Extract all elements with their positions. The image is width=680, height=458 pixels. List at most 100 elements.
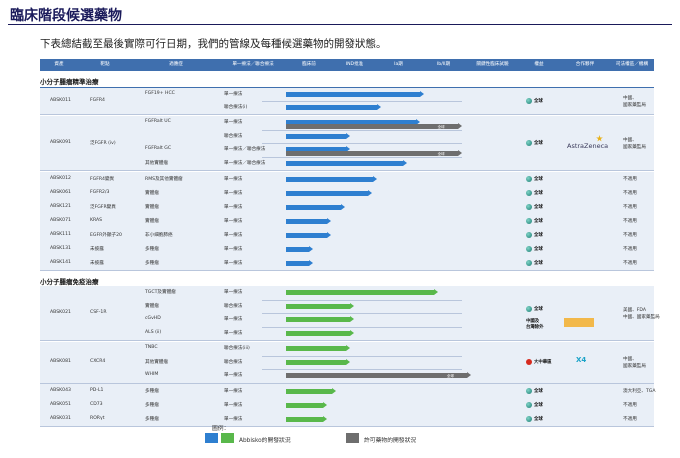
table-row-group: ABSK121 泛FGFR變異 實體瘤 單一療法 全球 不適用: [40, 200, 654, 215]
therapy: 單一療法: [224, 120, 243, 126]
rights-label: 全球: [534, 247, 543, 252]
therapy: 單一療法: [224, 232, 243, 238]
progress-bar: [286, 119, 420, 126]
therapy: 單一療法: [224, 92, 243, 97]
rights-label: 大中華區: [534, 360, 552, 366]
progress-bar: [286, 245, 313, 252]
globe-icon: [526, 260, 532, 266]
header-cell: 關鍵性臨床試驗: [476, 62, 509, 67]
asset-name: ABSK121: [50, 204, 71, 209]
therapy: 單一療法: [224, 388, 243, 394]
indication: 實體瘤: [145, 204, 159, 210]
progress-bar: [286, 189, 372, 196]
row-divider: [262, 355, 462, 357]
header-cell: 靶點: [100, 62, 110, 67]
table-row-group: ABSK043 PD-L1 多種瘤 單一療法 全球 澳大利亞、TGA: [40, 384, 655, 399]
globe-icon: [526, 218, 532, 224]
table-row-group: ABSK012 FGFR4變異 RMS及其他實體瘤 單一療法 全球 不適用: [40, 172, 654, 187]
astrazeneca-logo-icon: [596, 135, 603, 142]
indication: cGvHD: [145, 316, 161, 322]
rights-label: 全球: [534, 307, 543, 312]
target-name: FGFR2/3: [90, 190, 110, 195]
bar-label: 全球: [447, 373, 454, 378]
therapy: 單一療法: [224, 402, 243, 408]
table-row-group: ABSK051 CD73 多種瘤 單一療法 全球 不適用: [40, 398, 654, 413]
table-header: 資產 靶點 適應症 單一療法／聯合療法 臨床前 IND批准 Ia期 Ib/II期 關鍵性臨床試驗…: [40, 59, 654, 71]
rights-label: 全球: [534, 417, 543, 422]
therapy: 單一療法: [224, 290, 243, 296]
asset-name: ABSK071: [50, 218, 71, 223]
row-divider: [262, 313, 462, 314]
jurisdiction: 不適用: [623, 417, 637, 422]
target-name: CXCR4: [90, 359, 106, 365]
bar-label: 全球: [437, 124, 445, 129]
licensed-progress-bar: [286, 123, 462, 130]
target-name: 泛FGFR (iv): [90, 141, 116, 146]
jurisdiction: 不適用: [623, 233, 637, 238]
therapy: 單一療法: [224, 246, 243, 252]
progress-bar: [286, 329, 354, 336]
table-row-group: ABSK021 CSF-1R TGCT及實體瘤 單一療法 實體瘤 聯合療法 cGvHD 單一療…: [40, 286, 660, 341]
rights-label: 全球: [534, 191, 543, 196]
globe-icon: [526, 204, 532, 210]
rights-label: 全球: [534, 403, 543, 408]
row-divider: [262, 101, 462, 102]
target-name: KRAS: [90, 218, 103, 223]
table-row-group: ABSK091 泛FGFR (iv) FGFRalt UC 單一療法 全球 聯合療法 FGF…: [40, 116, 654, 171]
jurisdiction: 中國、: [623, 356, 637, 362]
indication: FGFRalt GC: [145, 146, 172, 152]
jurisdiction: 不適用: [623, 261, 637, 266]
jurisdiction: 不適用: [623, 403, 637, 408]
partner-logo: [564, 318, 594, 327]
rights-label: 全球: [534, 99, 543, 104]
row-divider: [262, 129, 462, 131]
partner-x4: X4: [576, 356, 587, 365]
target-name: CSF-1R: [90, 310, 107, 315]
title-underline: [8, 24, 672, 25]
row-divider: [262, 156, 462, 158]
header-cell: 資產: [54, 62, 64, 67]
progress-bar: [286, 345, 349, 352]
licensed-progress-bar: [286, 150, 462, 157]
target-name: 未披露: [90, 261, 104, 266]
indication: 非小細胞肺癌: [145, 232, 173, 238]
therapy: 聯合療法: [224, 303, 243, 309]
rights-label: 全球: [534, 261, 543, 266]
indication: 實體瘤: [145, 303, 159, 309]
therapy: 聯合療法: [224, 133, 243, 139]
globe-icon: [526, 140, 532, 146]
therapy: 聯合療法(iii): [224, 346, 250, 352]
progress-bar: [286, 146, 349, 153]
indication: 多種瘤: [145, 246, 159, 252]
indication: 實體瘤: [145, 218, 159, 224]
asset-name: ABSK012: [50, 176, 71, 181]
rights-label-extra: 中國及: [526, 319, 540, 324]
licensed-progress-bar: [286, 372, 471, 379]
table-row-group: ABSK071 KRAS 實體瘤 單一療法 全球 不適用: [40, 214, 654, 229]
therapy: 單一療法: [224, 218, 243, 224]
rights-label: 全球: [534, 141, 543, 146]
region-icon: [526, 359, 532, 366]
rights-label: 全球: [534, 233, 543, 238]
asset-name: ABSK061: [50, 190, 71, 195]
therapy: 單一療法: [224, 190, 243, 196]
header-cell: 適應症: [169, 62, 183, 67]
globe-icon: [526, 388, 532, 394]
jurisdiction: 國家藥監局: [623, 102, 646, 108]
jurisdiction: 中國、: [623, 137, 637, 143]
progress-bar: [286, 203, 345, 210]
jurisdiction: 不適用: [623, 247, 637, 252]
page-title: 臨床階段候選藥物: [10, 8, 122, 24]
row-divider: [262, 326, 462, 328]
progress-bar: [286, 387, 336, 394]
globe-icon: [526, 176, 532, 182]
target-name: RORγt: [90, 416, 105, 421]
indication: 多種瘤: [145, 388, 159, 394]
table-row-group: ABSK141 未披露 多種瘤 單一療法 全球 不適用: [40, 256, 654, 271]
target-name: 泛FGFR變異: [90, 205, 116, 210]
legend-licensed: 許可藥物的開發狀況: [364, 438, 417, 444]
legend-swatch-gray: [346, 433, 359, 443]
therapy: 單一療法: [224, 416, 243, 422]
therapy: 單一療法: [224, 317, 243, 323]
progress-bar: [286, 231, 332, 238]
